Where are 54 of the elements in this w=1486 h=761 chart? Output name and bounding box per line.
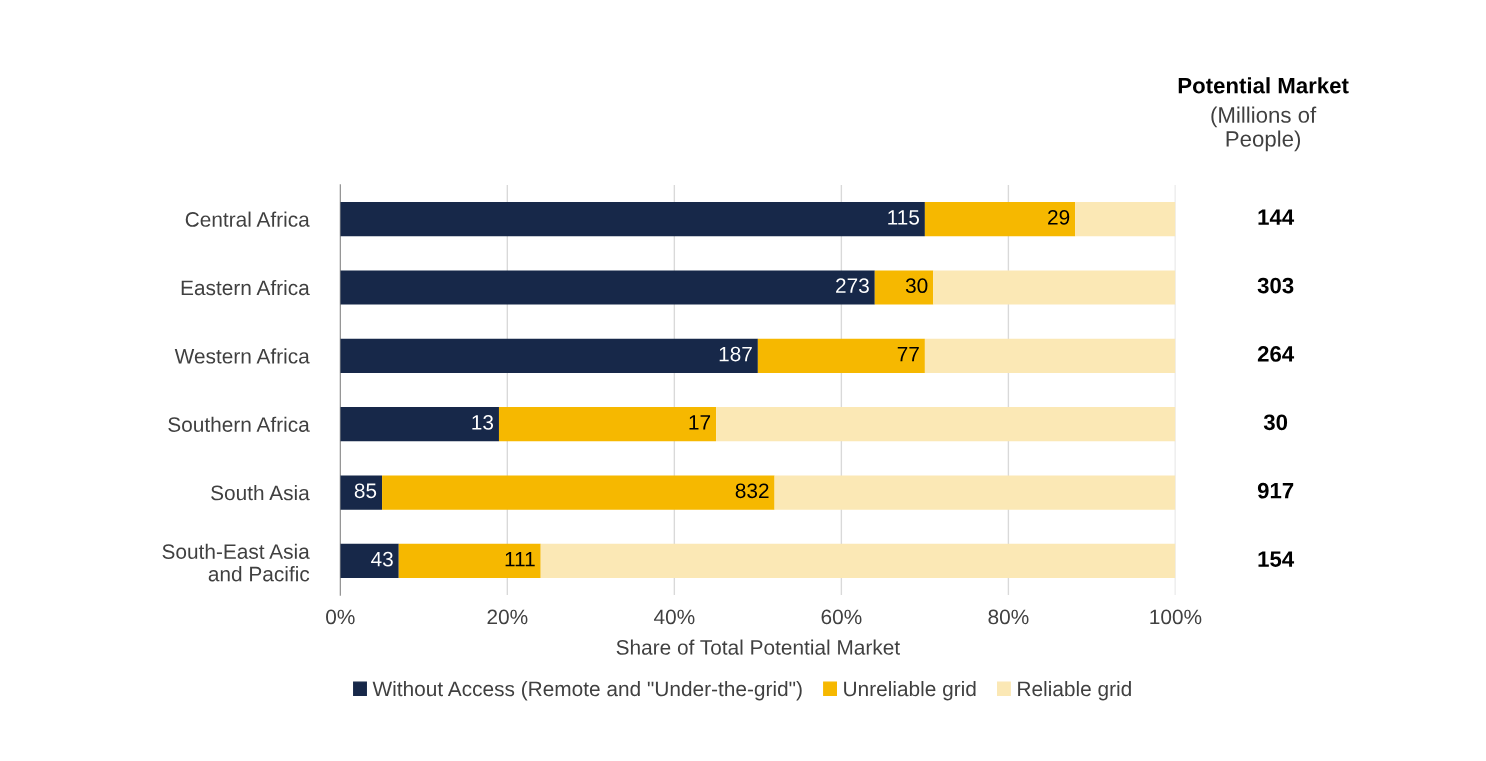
annotation: 273: [836, 278, 869, 294]
y-tick-label: South-East Asia and Pacific: [162, 543, 310, 582]
annotation: 13: [472, 415, 494, 430]
y-tick-label: South Asia: [211, 485, 310, 501]
text: 303: [1257, 277, 1294, 294]
bar: [382, 475, 775, 510]
bar: [774, 475, 1176, 510]
text: Potential Market: [1178, 77, 1349, 94]
y-tick-label: Western Africa: [174, 348, 310, 364]
text: 917: [1257, 482, 1294, 499]
annotation: 17: [689, 415, 711, 430]
x-tick-label: 0%: [326, 609, 355, 625]
annotation: 187: [719, 346, 752, 362]
y-tick-label: Central Africa: [185, 211, 310, 227]
annotation: 115: [888, 210, 920, 225]
bar: [924, 338, 1176, 373]
legend-label: Without Access (Remote and "Under-the-grid"): [372, 680, 802, 701]
annotation: 29: [1048, 209, 1070, 225]
annotation: 77: [897, 346, 919, 362]
bar: [540, 543, 1176, 579]
bar: [340, 202, 925, 237]
annotation: 43: [371, 551, 393, 567]
bar: [340, 475, 383, 510]
bar: [340, 543, 399, 579]
text: 264: [1257, 346, 1295, 362]
x-tick-label: 80%: [988, 609, 1029, 625]
y-tick-label: Southern Africa: [168, 416, 310, 432]
bar: [498, 407, 717, 442]
x-tick-label: 60%: [821, 609, 862, 625]
annotation: 111: [505, 551, 535, 567]
legend-label: Unreliable grid: [844, 680, 976, 701]
x-tick-label: 40%: [653, 609, 695, 625]
y-tick-label: Eastern Africa: [181, 279, 310, 296]
annotation: 832: [735, 483, 769, 499]
bar: [340, 338, 758, 373]
bar: [1075, 202, 1176, 237]
text: (Millions of People): [1211, 106, 1317, 152]
bar: [757, 338, 925, 373]
x-tick-label: 100%: [1150, 609, 1202, 625]
x-axis-title: Share of Total Potential Market: [616, 639, 900, 655]
bar: [716, 407, 1176, 442]
text: 154: [1258, 551, 1295, 567]
legend-label: Reliable grid: [1018, 680, 1131, 701]
bar: [398, 543, 541, 579]
text: 144: [1258, 209, 1295, 225]
bar: [340, 270, 875, 305]
bar: [924, 202, 1076, 237]
annotation: 85: [354, 483, 377, 499]
bar: [340, 407, 499, 442]
bar: [933, 270, 1176, 305]
annotation: 30: [905, 278, 928, 294]
bar: [874, 270, 934, 305]
text: 30: [1263, 414, 1288, 431]
x-tick-label: 20%: [487, 609, 528, 625]
